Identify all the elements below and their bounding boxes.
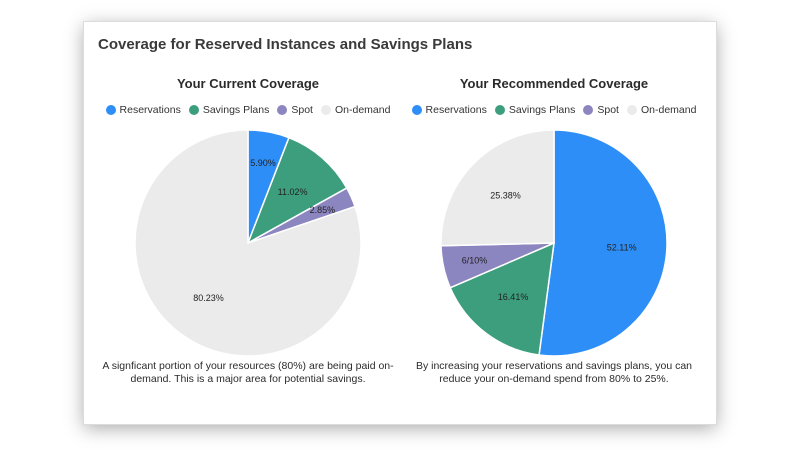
pie-data-label-reservations: 52.11% bbox=[607, 242, 637, 252]
recommended-coverage-pie-chart: 52.11% 16.41% 6/10% 25.38% bbox=[440, 129, 668, 357]
card-title: Coverage for Reserved Instances and Savi… bbox=[98, 36, 473, 53]
legend-swatch-spot bbox=[277, 105, 288, 115]
legend-item-reservations[interactable]: Reservations bbox=[105, 104, 181, 116]
legend-label: Spot bbox=[291, 104, 313, 116]
legend-item-spot[interactable]: Spot bbox=[277, 104, 313, 116]
current-coverage-legend: Reservations Savings Plans Spot On-deman… bbox=[98, 104, 398, 116]
coverage-card: Coverage for Reserved Instances and Savi… bbox=[84, 22, 716, 424]
pie-data-label-on-demand: 25.38% bbox=[490, 191, 521, 201]
recommended-coverage-title: Your Recommended Coverage bbox=[459, 76, 649, 91]
pie-slice-on-demand[interactable] bbox=[440, 129, 555, 247]
legend-label: On-demand bbox=[334, 104, 391, 116]
pie-slice-savings-plans[interactable] bbox=[246, 136, 348, 245]
pie-data-label-savings-plans: 11.02% bbox=[278, 187, 308, 197]
legend-item-on-demand[interactable]: On-demand bbox=[626, 104, 697, 116]
pie-slice-reservations[interactable] bbox=[538, 129, 668, 357]
recommended-coverage-panel: Your Recommended Coverage Reservations S… bbox=[404, 72, 704, 422]
legend-swatch-on-demand bbox=[320, 105, 331, 115]
current-coverage-pie-chart: 5.90% 11.02%2.85% 80.23% bbox=[134, 129, 362, 357]
recommended-coverage-caption: By increasing your reservations and savi… bbox=[415, 360, 693, 385]
legend-swatch-spot bbox=[583, 105, 594, 115]
legend-swatch-on-demand bbox=[626, 105, 637, 115]
legend-swatch-savings-plans bbox=[494, 105, 505, 115]
legend-item-spot[interactable]: Spot bbox=[583, 104, 619, 116]
legend-item-reservations[interactable]: Reservations bbox=[411, 104, 487, 116]
pie-slice-savings-plans[interactable] bbox=[449, 241, 555, 356]
legend-label: Savings Plans bbox=[508, 104, 576, 116]
current-coverage-title: Your Current Coverage bbox=[176, 76, 320, 91]
pie-data-label-spot: 6/10% bbox=[462, 255, 488, 265]
pie-data-label-savings-plans: 16.41% bbox=[498, 292, 529, 302]
legend-item-on-demand[interactable]: On-demand bbox=[320, 104, 391, 116]
pie-data-label-on-demand: 80.23% bbox=[193, 293, 224, 303]
pie-slice-on-demand[interactable] bbox=[134, 129, 362, 357]
legend-label: Savings Plans bbox=[202, 104, 270, 116]
pie-data-label-reservations: 5.90% bbox=[250, 158, 276, 168]
legend-swatch-reservations bbox=[411, 105, 422, 115]
legend-label: Spot bbox=[597, 104, 619, 116]
legend-label: Reservations bbox=[119, 104, 181, 116]
current-coverage-panel: Your Current Coverage Reservations Savin… bbox=[98, 72, 398, 422]
recommended-coverage-legend: Reservations Savings Plans Spot On-deman… bbox=[404, 104, 704, 116]
legend-label: On-demand bbox=[640, 104, 697, 116]
current-coverage-caption: A signficant portion of your resources (… bbox=[102, 360, 394, 385]
pie-data-label-spot: 2.85% bbox=[310, 205, 336, 215]
legend-label: Reservations bbox=[425, 104, 487, 116]
legend-item-savings-plans[interactable]: Savings Plans bbox=[188, 104, 270, 116]
legend-swatch-reservations bbox=[105, 105, 116, 115]
legend-swatch-savings-plans bbox=[188, 105, 199, 115]
legend-item-savings-plans[interactable]: Savings Plans bbox=[494, 104, 576, 116]
